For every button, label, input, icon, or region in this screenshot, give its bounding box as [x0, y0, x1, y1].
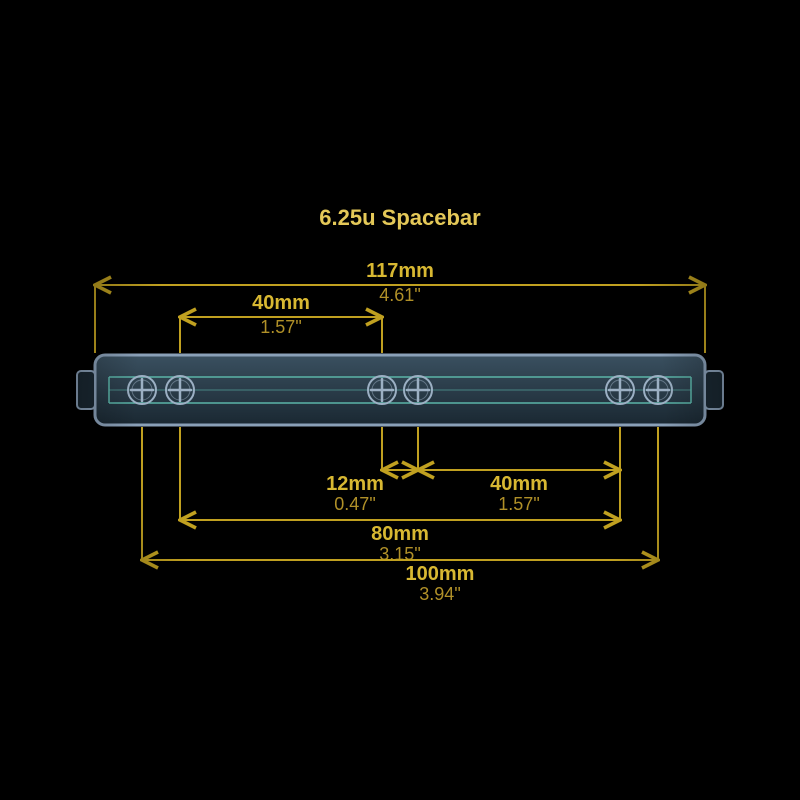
screw-icon — [644, 376, 672, 404]
dimension-inches: 3.94" — [419, 584, 460, 604]
dimension-mm: 117mm — [366, 260, 434, 282]
dimension-mm: 40mm — [252, 292, 310, 314]
dimension-mm: 40mm — [490, 473, 548, 495]
diagram-root: 117mm4.61"40mm1.57"12mm0.47"40mm1.57"80m… — [0, 0, 800, 800]
end-tab-left — [77, 371, 95, 409]
screw-icon — [404, 376, 432, 404]
dimension-mm: 80mm — [371, 523, 429, 545]
diagram-title: 6.25u Spacebar — [319, 205, 481, 230]
screw-icon — [368, 376, 396, 404]
dimension-inches: 0.47" — [334, 494, 375, 514]
screw-icon — [166, 376, 194, 404]
screw-icon — [606, 376, 634, 404]
spacebar-body — [77, 355, 723, 425]
end-tab-right — [705, 371, 723, 409]
dimension-inches: 1.57" — [498, 494, 539, 514]
screw-icon — [128, 376, 156, 404]
dimension-mm: 100mm — [406, 563, 475, 585]
dimension-mm: 12mm — [326, 473, 384, 495]
dimension-inches: 4.61" — [379, 285, 420, 305]
dimension-inches: 1.57" — [260, 317, 301, 337]
